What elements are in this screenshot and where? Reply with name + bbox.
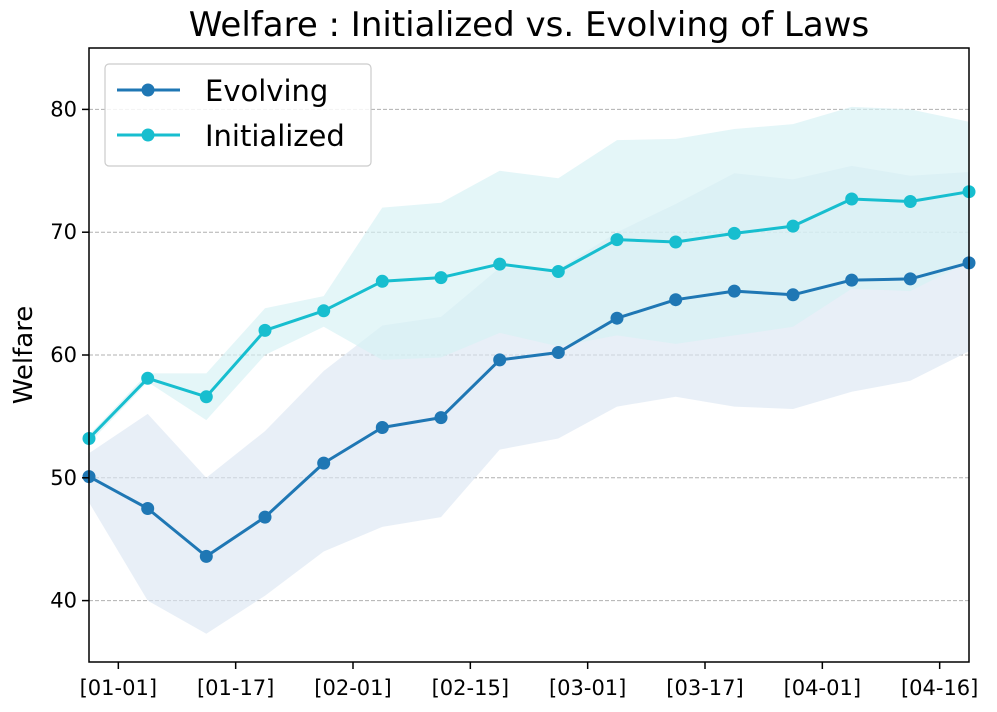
confidence-bands [89, 106, 969, 634]
point-initialized-14 [903, 195, 917, 208]
line-initialized [87, 190, 970, 440]
point-evolving-8 [551, 346, 565, 359]
point-initialized-1 [141, 371, 155, 385]
point-evolving-10 [669, 293, 683, 307]
point-evolving-14 [903, 272, 917, 286]
x-tick-label-1: [01-17] [197, 676, 274, 700]
point-initialized-7 [493, 257, 507, 271]
point-evolving-4 [317, 456, 331, 470]
x-tick-label-6: [04-01] [784, 676, 861, 700]
x-tick-label-3: [02-15] [432, 676, 509, 700]
legend-marker-initialized [141, 128, 155, 142]
legend-label-evolving: Evolving [205, 74, 328, 108]
y-axis-label: Welfare [9, 306, 39, 405]
y-tick-label-80: 80 [50, 97, 77, 121]
y-tick-label-40: 40 [50, 589, 77, 613]
series-lines [87, 190, 970, 558]
point-initialized-6 [434, 271, 448, 285]
x-tick-label-0: [01-01] [80, 676, 157, 700]
point-evolving-11 [727, 284, 741, 298]
data-points [82, 185, 976, 563]
point-evolving-7 [493, 353, 507, 367]
y-tick-label-60: 60 [50, 343, 77, 367]
point-evolving-1 [141, 502, 155, 515]
point-initialized-13 [845, 192, 859, 206]
point-initialized-10 [669, 235, 683, 249]
point-initialized-5 [375, 274, 389, 288]
x-tick-label-2: [02-01] [314, 676, 391, 700]
point-initialized-2 [199, 390, 213, 404]
chart-title: Welfare : Initialized vs. Evolving of La… [189, 5, 869, 45]
point-evolving-9 [610, 311, 624, 325]
point-evolving-2 [199, 549, 213, 563]
x-tick-label-7: [04-16] [901, 676, 978, 700]
point-evolving-12 [786, 288, 800, 302]
y-tick-label-70: 70 [50, 220, 77, 244]
legend-label-initialized: Initialized [205, 119, 345, 153]
point-initialized-3 [258, 323, 272, 337]
x-axis-ticks: [01-01] [01-17] [02-01] [02-15] [03-01] [03-1… [80, 662, 978, 700]
y-tick-label-50: 50 [50, 466, 77, 490]
point-initialized-4 [317, 304, 331, 318]
point-evolving-6 [434, 411, 448, 425]
line-evolving [88, 261, 970, 558]
band-initialized [89, 106, 969, 444]
point-evolving-13 [845, 273, 859, 287]
point-initialized-11 [727, 226, 741, 240]
point-evolving-5 [375, 421, 389, 434]
point-evolving-3 [258, 510, 272, 524]
point-initialized-8 [551, 265, 565, 278]
y-axis-ticks: 40 50 60 70 80 [50, 97, 89, 613]
point-initialized-12 [786, 219, 800, 233]
x-tick-label-4: [03-01] [549, 676, 626, 700]
legend-marker-evolving [141, 83, 155, 97]
point-initialized-9 [610, 233, 624, 247]
x-tick-label-5: [03-17] [666, 676, 743, 700]
legend: Evolving Initialized [104, 63, 372, 167]
